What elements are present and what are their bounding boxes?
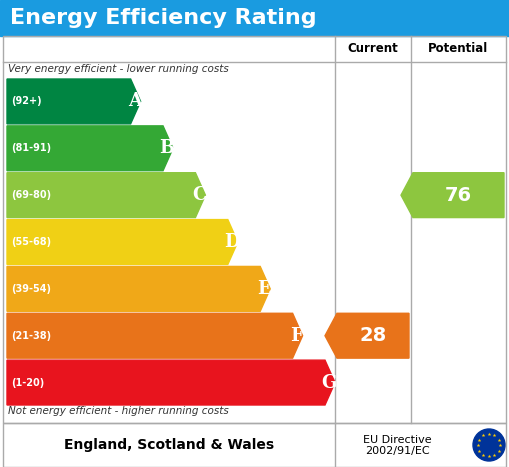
Text: (1-20): (1-20) [11,378,44,388]
Polygon shape [325,313,409,358]
Polygon shape [401,173,504,218]
Polygon shape [7,79,140,124]
Text: Very energy efficient - lower running costs: Very energy efficient - lower running co… [8,64,229,74]
Polygon shape [7,219,238,264]
Text: 28: 28 [359,326,387,345]
Circle shape [473,429,505,461]
Text: F: F [290,327,303,345]
Text: (39-54): (39-54) [11,284,51,294]
Text: Current: Current [348,42,399,56]
Text: Energy Efficiency Rating: Energy Efficiency Rating [10,8,317,28]
Text: 76: 76 [445,186,472,205]
Text: Not energy efficient - higher running costs: Not energy efficient - higher running co… [8,406,229,416]
Text: (21-38): (21-38) [11,331,51,341]
Bar [3,36,506,423]
Text: England, Scotland & Wales: England, Scotland & Wales [64,438,274,452]
Text: A: A [128,92,142,110]
Polygon shape [7,360,335,405]
Text: EU Directive: EU Directive [363,435,432,445]
Text: Potential: Potential [429,42,489,56]
Polygon shape [7,313,303,358]
Text: E: E [258,280,271,298]
Text: G: G [321,374,336,391]
Text: (92+): (92+) [11,96,42,106]
Bar [3,423,506,467]
Polygon shape [7,173,206,218]
Text: (55-68): (55-68) [11,237,51,247]
Text: 2002/91/EC: 2002/91/EC [365,446,430,456]
Text: D: D [224,233,240,251]
Text: (81-91): (81-91) [11,143,51,153]
Polygon shape [7,126,173,171]
Text: B: B [159,139,175,157]
Bar [0,0,509,36]
Polygon shape [7,267,270,311]
Text: C: C [192,186,207,204]
Text: (69-80): (69-80) [11,190,51,200]
